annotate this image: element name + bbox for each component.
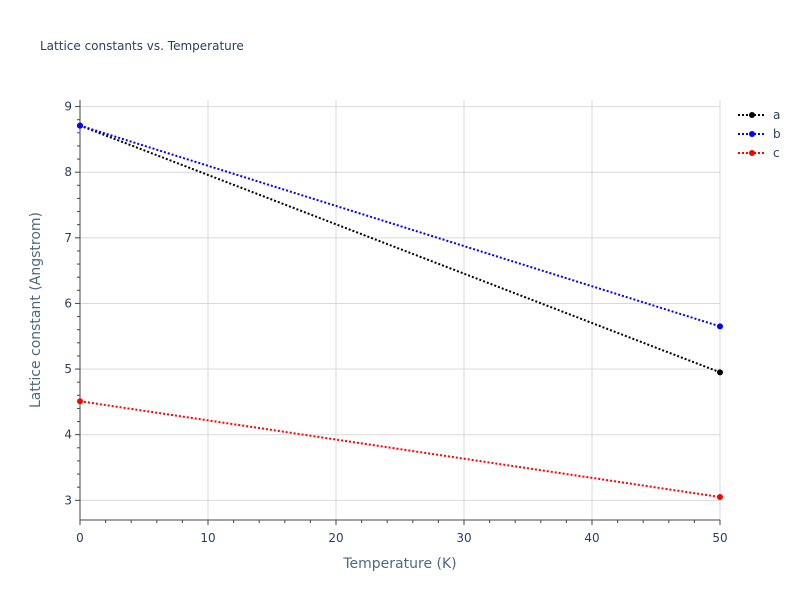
axes: 0 10 20 30 40 50 3 4 5 6 7 8 9: [64, 100, 727, 545]
legend-marker: [749, 112, 755, 118]
data-point-a: [717, 369, 723, 376]
y-tick-label: 9: [64, 100, 72, 114]
legend[interactable]: abc: [738, 108, 781, 160]
legend-item-b[interactable]: b: [738, 127, 781, 141]
series-line-c: [79, 400, 721, 499]
data-point-c: [717, 494, 723, 501]
data-point-c: [77, 398, 83, 405]
series-line-a: [79, 124, 721, 374]
x-tick-label: 50: [712, 531, 727, 545]
x-tick-label: 40: [584, 531, 599, 545]
y-tick-label: 4: [64, 428, 72, 442]
y-tick-label: 7: [64, 231, 72, 245]
grid: [80, 100, 721, 520]
data-point-b: [77, 122, 83, 129]
x-tick-label: 10: [200, 531, 215, 545]
y-tick-label: 3: [64, 493, 72, 507]
legend-label: b: [773, 127, 781, 141]
x-tick-label: 30: [456, 531, 471, 545]
x-axis-title: Temperature (K): [342, 556, 456, 572]
y-tick-label: 5: [64, 362, 72, 376]
x-tick-label: 20: [328, 531, 343, 545]
y-axis-title: Lattice constant (Angstrom): [28, 212, 44, 408]
y-tick-label: 6: [64, 296, 72, 310]
legend-label: c: [773, 146, 780, 160]
legend-marker: [749, 131, 755, 137]
series-layer: [77, 122, 723, 501]
legend-label: a: [773, 108, 780, 122]
x-tick-label: 0: [76, 531, 84, 545]
legend-item-a[interactable]: a: [738, 108, 780, 122]
y-tick-label: 8: [64, 165, 72, 179]
data-point-b: [717, 323, 723, 330]
legend-marker: [749, 150, 755, 156]
legend-item-c[interactable]: c: [738, 146, 780, 160]
chart-title: Lattice constants vs. Temperature: [40, 39, 244, 53]
series-line-b: [79, 124, 721, 328]
